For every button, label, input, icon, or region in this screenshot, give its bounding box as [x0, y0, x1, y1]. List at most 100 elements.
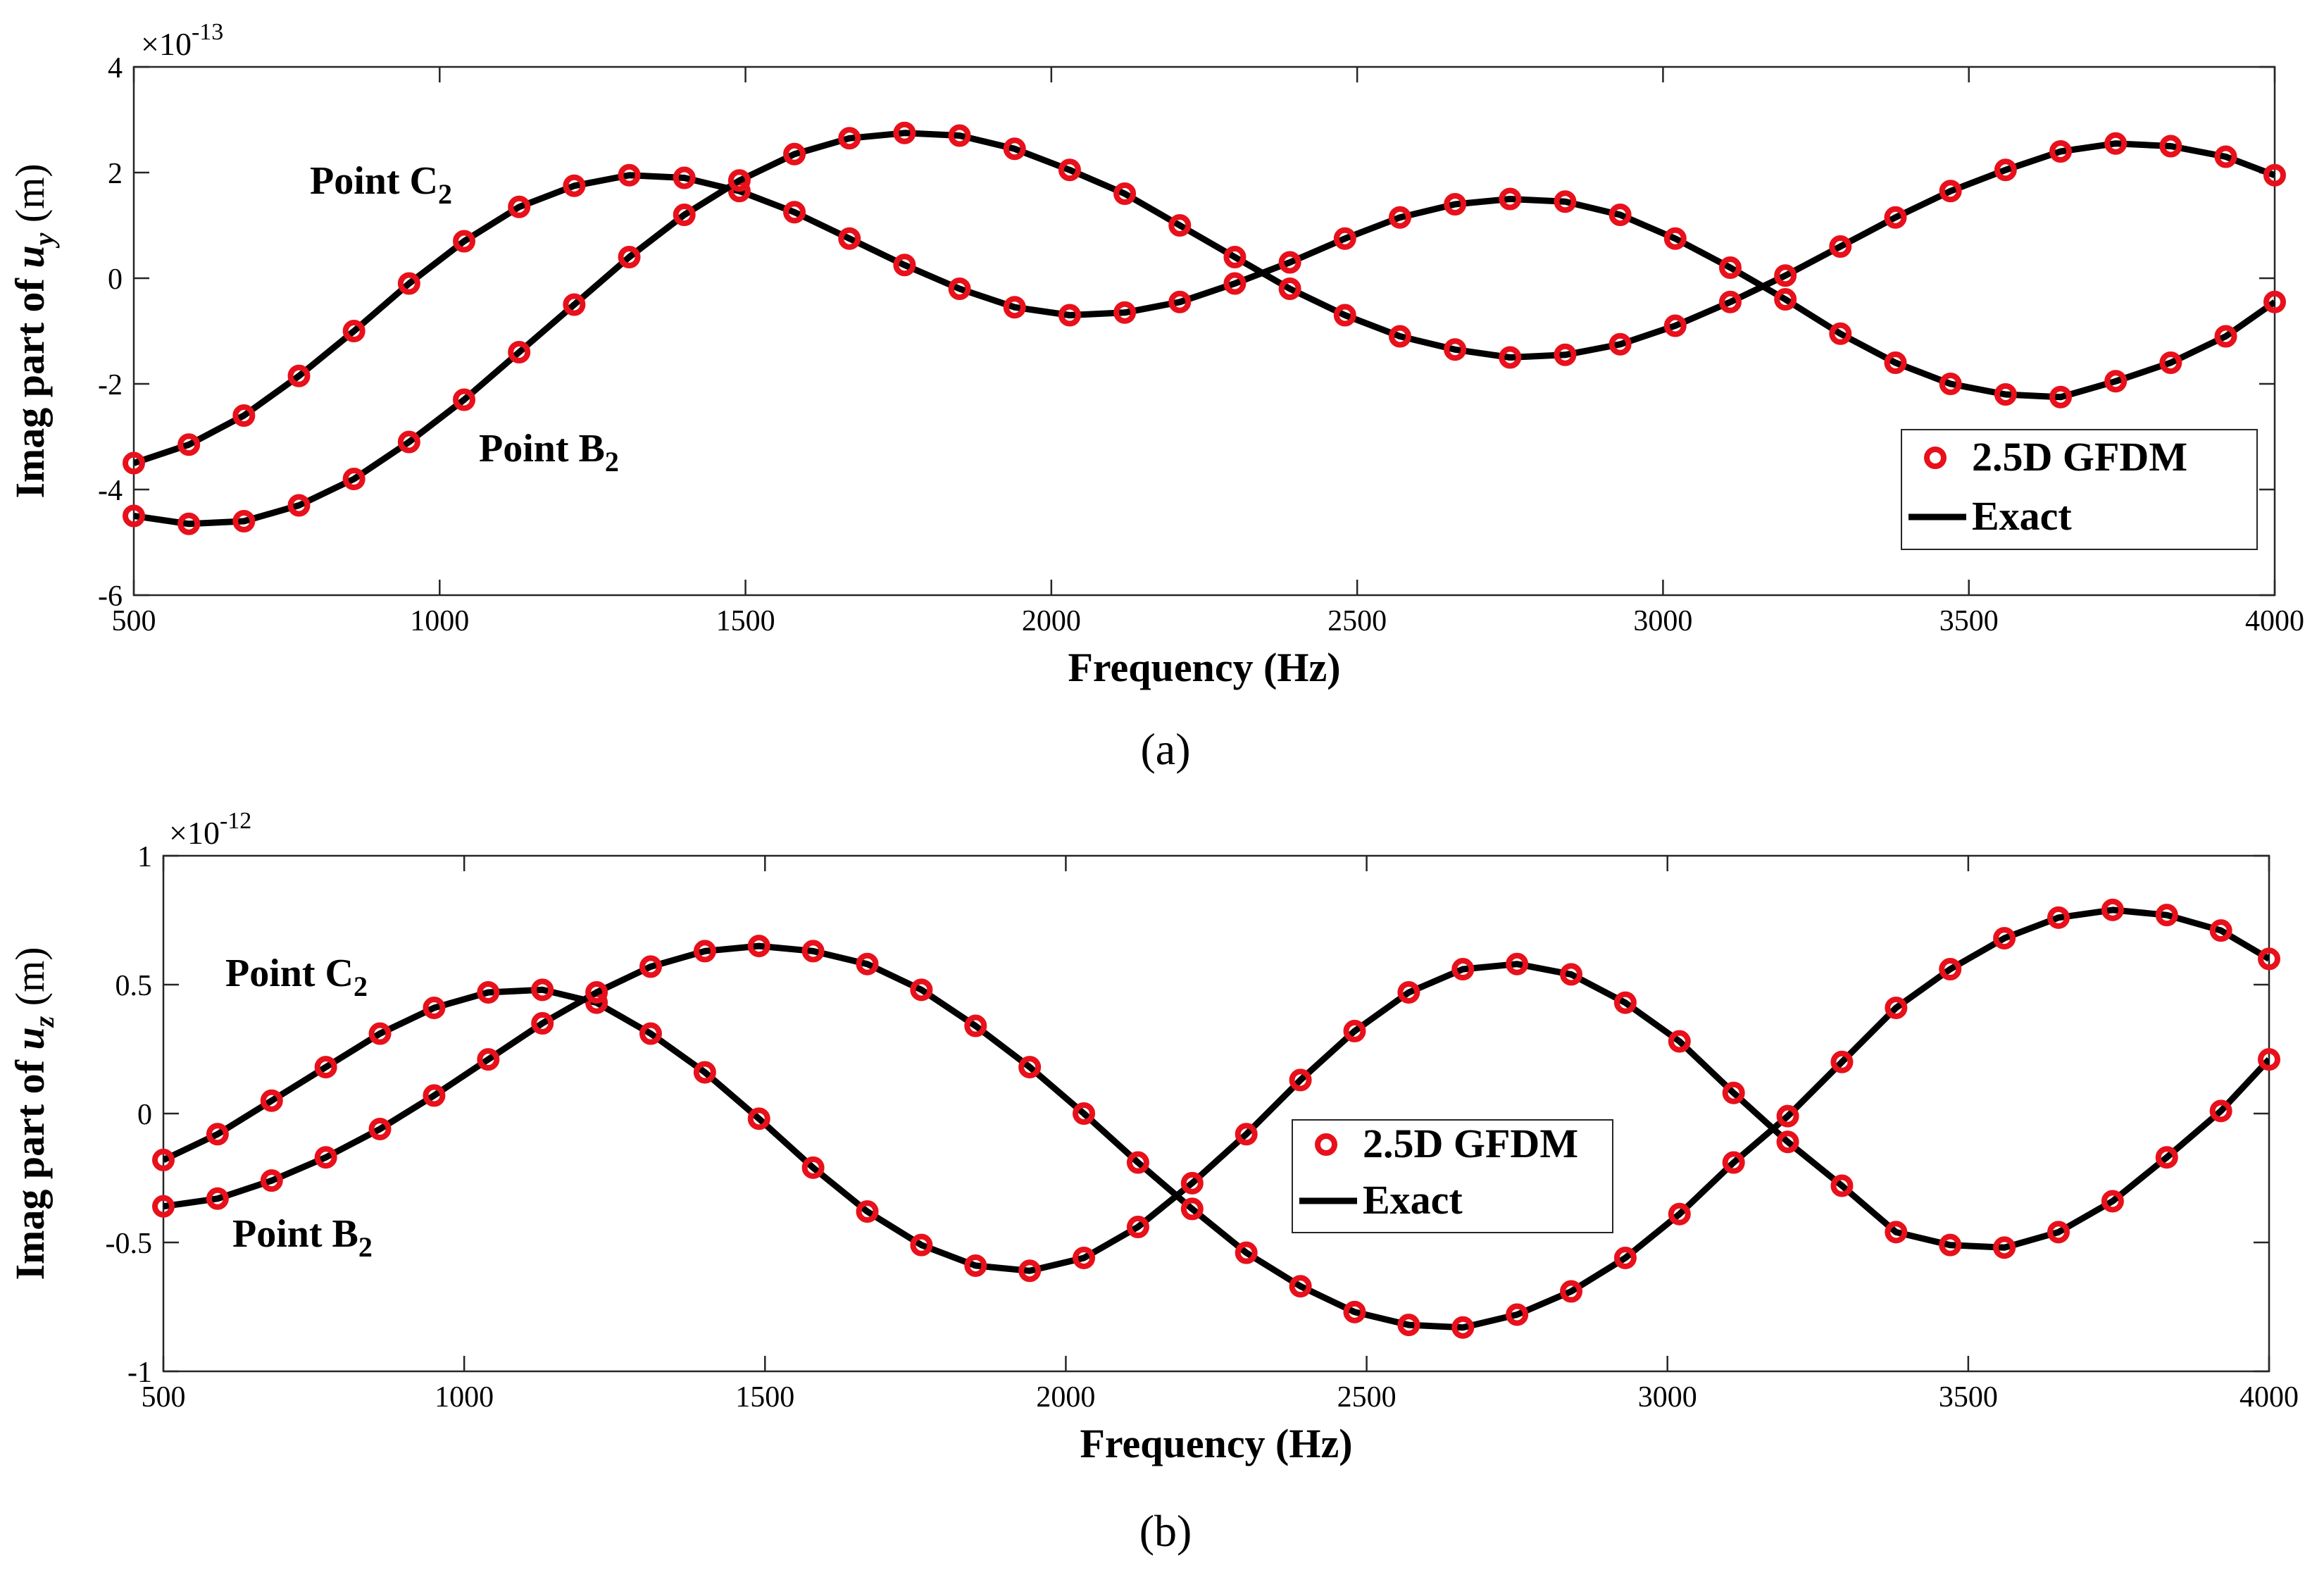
gfdm-marker-c2: [964, 1254, 987, 1277]
gfdm-marker-b2: [2214, 145, 2237, 168]
gfdm-marker-b2: [177, 512, 201, 535]
gfdm-marker-c2: [2258, 1048, 2280, 1071]
gfdm-marker-b2: [477, 1048, 500, 1071]
gfdm-marker-c2: [1235, 1123, 1258, 1146]
legend-label-exact: Exact: [1363, 1177, 1463, 1223]
gfdm-marker-c2: [1939, 373, 1962, 395]
gfdm-marker-b2: [2209, 919, 2232, 942]
gfdm-marker-c2: [123, 451, 145, 475]
chart-panel-a: 500 1000 1500 2000 2500 3000 3500 4000 -6 -4 -2 0 2 4…: [7, 19, 2304, 774]
gfdm-marker-c2: [783, 201, 806, 224]
gfdm-marker-c2: [1993, 1236, 2016, 1259]
gfdm-marker-c2: [2155, 1146, 2178, 1169]
gfdm-marker-b2: [152, 1195, 175, 1218]
gfdm-marker-c2: [2263, 290, 2286, 313]
x-tick-label: 500: [142, 1381, 186, 1414]
gfdm-marker-b2: [531, 1011, 554, 1035]
plot-area: [162, 854, 2270, 1373]
gfdm-marker-c2: [2049, 385, 2072, 409]
y-tick-label: 0: [137, 1099, 152, 1131]
legend: 2.5D GFDM Exact: [1292, 1119, 1613, 1233]
gfdm-marker-c2: [1289, 1068, 1312, 1092]
x-tick-label: 3500: [1939, 1381, 1998, 1414]
gfdm-marker-b2: [232, 510, 256, 532]
gfdm-marker-b2: [1278, 278, 1301, 300]
gfdm-marker-c2: [287, 364, 311, 387]
gfdm-marker-c2: [1885, 1221, 1908, 1244]
gfdm-marker-b2: [2263, 163, 2286, 187]
gfdm-marker-c2: [1830, 1174, 1854, 1197]
y-tick-label: -4: [98, 475, 123, 507]
gfdm-marker-b2: [910, 978, 933, 1002]
gfdm-marker-c2: [1774, 288, 1797, 311]
annotation-point-c2: Point C2: [225, 952, 368, 1002]
y-tick-label: -6: [98, 580, 123, 613]
x-axis-label: Frequency (Hz): [1080, 1421, 1352, 1466]
x-tick-label: 3500: [1939, 605, 1999, 637]
gfdm-marker-c2: [342, 320, 366, 342]
gfdm-marker-b2: [1939, 180, 1962, 203]
gfdm-marker-b2: [2047, 906, 2070, 929]
legend-label-gfdm: 2.5D GFDM: [1363, 1121, 1578, 1166]
gfdm-marker-b2: [1388, 325, 1411, 348]
gfdm-marker-c2: [856, 1200, 879, 1223]
y-tick-label: -1: [127, 1357, 152, 1389]
gfdm-marker-b2: [747, 935, 770, 958]
y-tick-label: 2: [108, 158, 123, 190]
gfdm-marker-c2: [2159, 351, 2182, 374]
gfdm-marker-c2: [1451, 958, 1475, 981]
gfdm-marker-b2: [397, 430, 420, 454]
gfdm-marker-b2: [673, 204, 696, 226]
gfdm-marker-c2: [1073, 1246, 1096, 1269]
gfdm-marker-c2: [2101, 1190, 2124, 1213]
gfdm-marker-b2: [2104, 132, 2128, 155]
gfdm-marker-b2: [1235, 1241, 1258, 1264]
gfdm-marker-c2: [1994, 383, 2017, 406]
y-axis-label-var: u: [7, 245, 53, 268]
gfdm-marker-c2: [893, 254, 916, 277]
gfdm-marker-b2: [618, 246, 641, 268]
gfdm-marker-b2: [206, 1187, 229, 1210]
gfdm-marker-b2: [1289, 1275, 1312, 1298]
legend-box: [1292, 1119, 1613, 1233]
gfdm-marker-b2: [1774, 264, 1797, 287]
gfdm-marker-b2: [1168, 214, 1192, 237]
gfdm-marker-b2: [1884, 206, 1907, 229]
gfdm-marker-c2: [1663, 227, 1687, 250]
gfdm-marker-c2: [368, 1022, 392, 1045]
x-tick-label: 3000: [1638, 1381, 1697, 1414]
panel-caption: (a): [1140, 724, 1190, 774]
gfdm-marker-c2: [639, 1022, 662, 1045]
gfdm-marker-c2: [206, 1123, 229, 1146]
gfdm-marker-c2: [1718, 256, 1742, 279]
gfdm-marker-c2: [1560, 963, 1583, 986]
y-axis-label: Imag part of uy (m): [7, 163, 60, 498]
x-tick-label: 2000: [1022, 605, 1081, 637]
gfdm-marker-b2: [1776, 1104, 1799, 1128]
legend-marker-gfdm: [1924, 447, 1947, 469]
gfdm-marker-b2: [1608, 332, 1632, 356]
gfdm-marker-b2: [1113, 182, 1137, 205]
gfdm-marker-c2: [1343, 1019, 1366, 1042]
gfdm-marker-b2: [123, 504, 145, 528]
exact-line-b2: [134, 130, 2275, 528]
exact-line-b2: [163, 906, 2269, 1331]
gfdm-marker-b2: [2049, 140, 2072, 163]
gfdm-marker-b2: [1073, 1102, 1096, 1125]
gfdm-marker-b2: [1718, 290, 1742, 313]
gfdm-marker-c2: [801, 1156, 825, 1179]
gfdm-marker-b2: [1126, 1151, 1149, 1174]
x-tick-label: 500: [112, 605, 156, 637]
gfdm-marker-c2: [1608, 204, 1632, 226]
gfdm-marker-c2: [2214, 325, 2237, 348]
gfdm-marker-b2: [948, 124, 971, 147]
gfdm-marker-b2: [639, 955, 662, 978]
gfdm-marker-c2: [693, 1061, 716, 1084]
gfdm-marker-b2: [783, 142, 806, 166]
gfdm-marker-c2: [1113, 301, 1137, 324]
x-tick-label: 2500: [1337, 1381, 1397, 1414]
legend-marker-gfdm: [1315, 1133, 1337, 1156]
gfdm-marker-c2: [531, 978, 554, 1002]
gfdm-marker-b2: [563, 293, 586, 316]
annotation-point-b2: Point B2: [232, 1212, 373, 1263]
